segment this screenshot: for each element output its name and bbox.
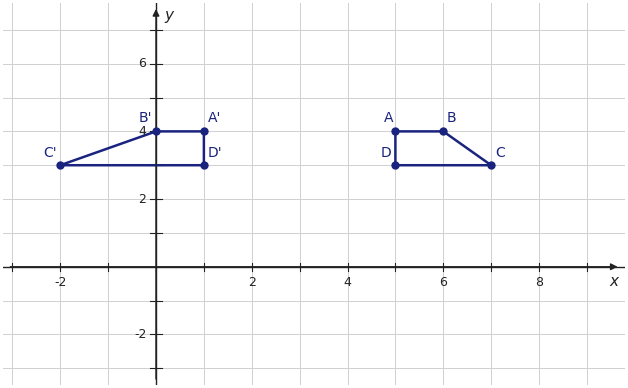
Text: 4: 4 <box>344 276 352 289</box>
Text: y: y <box>165 8 173 23</box>
Text: A': A' <box>208 111 221 125</box>
Text: C': C' <box>43 146 57 160</box>
Text: 8: 8 <box>535 276 543 289</box>
Text: 6: 6 <box>440 276 447 289</box>
Text: B': B' <box>139 111 152 125</box>
Text: B: B <box>447 111 457 125</box>
Text: x: x <box>609 274 618 289</box>
Text: D': D' <box>208 146 222 160</box>
Text: 2: 2 <box>248 276 256 289</box>
Text: -2: -2 <box>54 276 67 289</box>
Text: D: D <box>381 146 392 160</box>
Text: 6: 6 <box>139 57 146 70</box>
Text: 4: 4 <box>139 125 146 138</box>
Text: -2: -2 <box>134 328 146 341</box>
Text: 2: 2 <box>139 192 146 206</box>
Text: A: A <box>384 111 393 125</box>
Text: C: C <box>495 146 505 160</box>
